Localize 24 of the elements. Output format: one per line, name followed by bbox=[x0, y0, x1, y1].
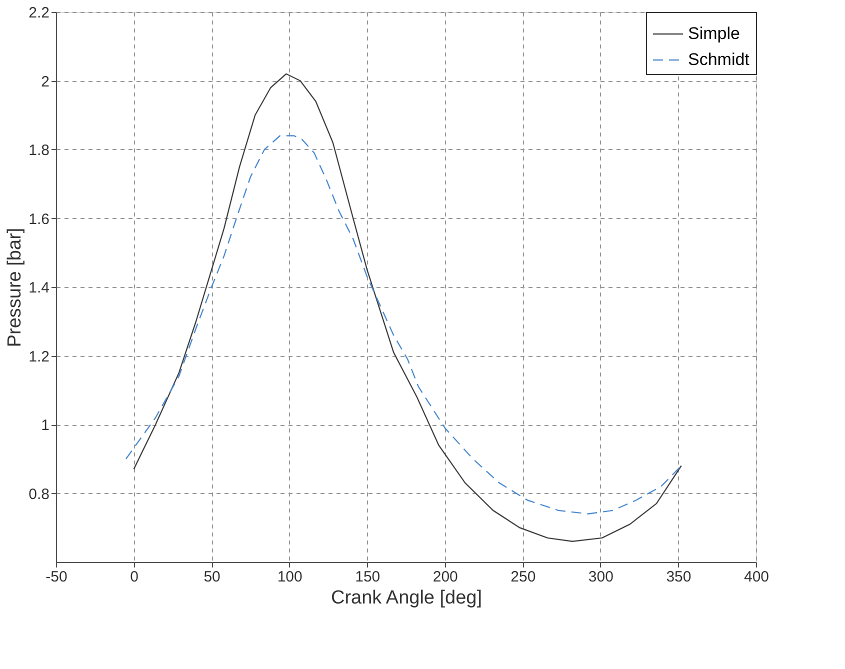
y-tick-label: 1.4 bbox=[28, 280, 50, 296]
y-tick-label: 2 bbox=[41, 73, 50, 90]
y-tick-label: 1 bbox=[41, 417, 50, 434]
x-tick-label: -50 bbox=[46, 568, 68, 586]
x-axis-title: Crank Angle [deg] bbox=[330, 588, 482, 608]
legend-label: Simple bbox=[688, 24, 740, 43]
x-tick-label: 200 bbox=[432, 568, 458, 586]
legend-label: Schmidt bbox=[688, 50, 750, 69]
x-tick-label: 300 bbox=[588, 568, 614, 586]
y-tick-label: 2.2 bbox=[28, 4, 50, 22]
y-tick-label: 1.8 bbox=[28, 142, 50, 159]
x-tick-label: 250 bbox=[510, 568, 536, 586]
x-tick-label: 100 bbox=[277, 568, 302, 586]
x-tick-label: 50 bbox=[204, 568, 220, 586]
y-tick-label: 1.2 bbox=[28, 348, 50, 366]
line-series bbox=[125, 135, 682, 514]
x-tick-label: 0 bbox=[130, 568, 138, 586]
y-axis-title: Pressure [bar] bbox=[4, 228, 26, 348]
x-tick-label: 150 bbox=[355, 568, 380, 586]
line-series bbox=[133, 73, 682, 542]
y-tick-label: 1.6 bbox=[28, 210, 50, 228]
y-tick-label: 0.8 bbox=[28, 486, 50, 503]
x-tick-label: 400 bbox=[744, 568, 770, 586]
x-tick-label: 350 bbox=[666, 568, 692, 586]
